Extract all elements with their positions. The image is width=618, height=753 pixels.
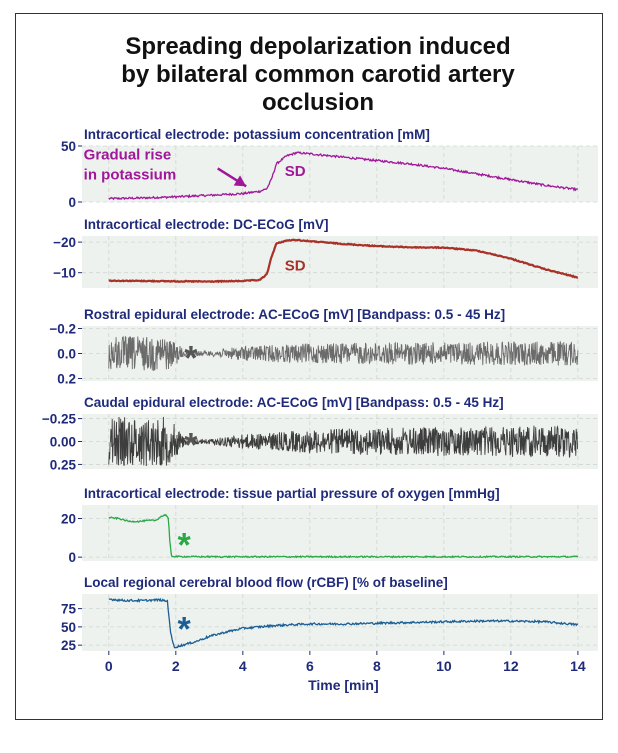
y-tick-label: −0.2: [49, 322, 76, 337]
panel-title-rostral: Rostral epidural electrode: AC-ECoG [mV]…: [84, 307, 505, 322]
y-tick-label: −10: [53, 266, 76, 281]
asterisk-marker: *: [177, 527, 191, 565]
x-tick-label: 2: [172, 658, 180, 674]
y-tick-label: 75: [61, 602, 77, 617]
asterisk-marker: *: [184, 427, 198, 465]
series-line-caudal: [108, 416, 579, 467]
asterisk-marker: *: [177, 610, 191, 648]
annotation-text: SD: [285, 163, 306, 180]
panel-oxygen: Intracortical electrode: tissue partial …: [61, 486, 598, 565]
panel-title-caudal: Caudal epidural electrode: AC-ECoG [mV] …: [84, 395, 504, 410]
y-tick-label: 0.0: [57, 347, 76, 362]
panel-title-potassium: Intracortical electrode: potassium conce…: [84, 127, 430, 142]
panel-dc: Intracortical electrode: DC-ECoG [mV] −20…: [53, 217, 598, 288]
annotation-text: Gradual rise: [84, 146, 172, 163]
y-tick-label: 25: [61, 638, 77, 653]
x-tick-label: 0: [105, 658, 113, 674]
x-axis-label: Time [min]: [308, 677, 379, 693]
panel-background-rcbf: [82, 594, 598, 651]
panels-group: Intracortical electrode: potassium conce…: [42, 127, 598, 653]
x-tick-label: 14: [570, 658, 586, 674]
annotation-arrow-head: [233, 175, 247, 187]
y-tick-label: 50: [61, 139, 76, 154]
x-tick-label: 10: [436, 658, 452, 674]
y-tick-label: 0: [68, 195, 76, 210]
y-tick-label: −0.25: [42, 412, 77, 427]
series-line-dc: [108, 238, 579, 284]
panel-potassium: Intracortical electrode: potassium conce…: [61, 127, 598, 210]
chart-title-line-3: occlusion: [262, 89, 374, 116]
y-tick-label: 0.25: [50, 457, 77, 472]
series-line-rostral: [108, 335, 579, 371]
y-tick-label: −20: [53, 235, 76, 250]
x-tick-label: 6: [306, 658, 314, 674]
annotation-text: SD: [285, 257, 306, 274]
panel-rcbf: Local regional cerebral blood flow (rCBF…: [61, 575, 598, 653]
x-tick-label: 8: [373, 658, 381, 674]
chart-title-line-2: by bilateral common carotid artery: [121, 61, 515, 88]
series-line-potassium: [108, 151, 578, 201]
y-tick-label: 0.00: [50, 435, 76, 450]
series-line-oxygen: [108, 513, 579, 559]
annotation-text: in potassium: [84, 167, 177, 184]
y-tick-label: 0.2: [57, 372, 76, 387]
x-tick-label: 12: [503, 658, 519, 674]
series-line-rcbf: [108, 597, 579, 649]
x-axis: 0 2 4 6 8 10 12 14 Time [min]: [105, 651, 586, 693]
asterisk-marker: *: [184, 340, 198, 378]
y-tick-label: 50: [61, 620, 76, 635]
panel-title-rcbf: Local regional cerebral blood flow (rCBF…: [84, 575, 448, 590]
panel-rostral: Rostral epidural electrode: AC-ECoG [mV]…: [49, 307, 598, 387]
y-tick-label: 20: [61, 512, 76, 527]
panel-background-potassium: [82, 146, 598, 202]
panel-background-oxygen: [82, 505, 598, 561]
x-tick-label: 4: [239, 658, 247, 674]
chart-title-line-1: Spreading depolarization induced: [125, 33, 510, 60]
panel-title-oxygen: Intracortical electrode: tissue partial …: [84, 486, 500, 501]
y-tick-label: 0: [68, 550, 76, 565]
panel-title-dc: Intracortical electrode: DC-ECoG [mV]: [84, 217, 329, 232]
panel-caudal: Caudal epidural electrode: AC-ECoG [mV] …: [42, 395, 598, 472]
